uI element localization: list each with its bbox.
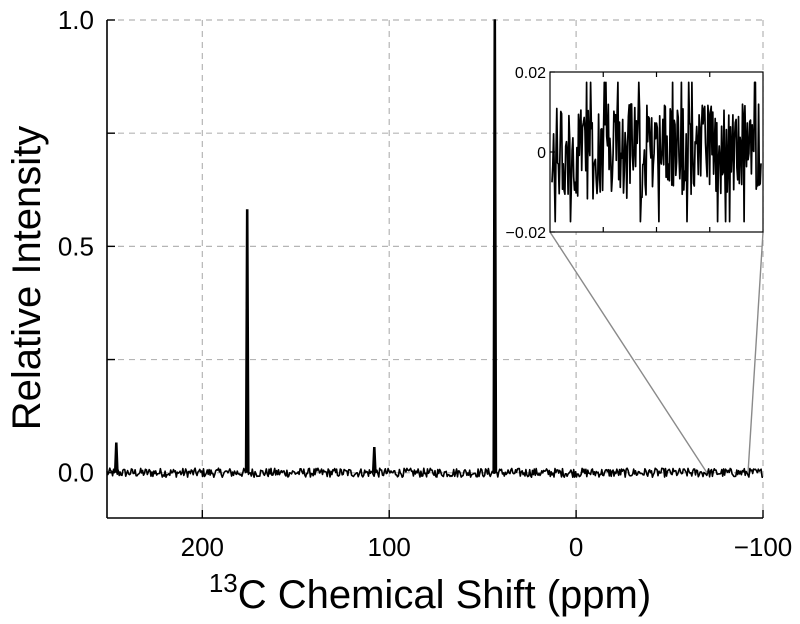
y-tick-label: 0.5 <box>58 231 94 261</box>
x-tick-label: −100 <box>734 532 793 562</box>
spectrum-peaks <box>113 19 498 473</box>
x-axis-label-text: C Chemical Shift (ppm) <box>238 573 651 617</box>
y-tick-label: 1.0 <box>58 5 94 35</box>
x-tick-label: 100 <box>368 532 411 562</box>
inset-plot: −0.02 0 0.02 <box>506 65 764 242</box>
inset-y-tick-label: 0.02 <box>515 65 546 82</box>
y-axis-label: Relative Intensity <box>5 126 49 431</box>
spectrum-peak <box>113 442 119 473</box>
spectrum-peak <box>492 19 498 473</box>
x-axis-label: 13C Chemical Shift (ppm) <box>209 568 651 617</box>
inset-noise-line <box>551 81 762 223</box>
inset-axes: −0.02 0 0.02 <box>506 65 764 242</box>
x-tick-label: 200 <box>181 532 224 562</box>
inset-y-tick-label: 0 <box>537 145 546 162</box>
x-tick-label: 0 <box>569 532 583 562</box>
spectrum-peak <box>371 447 377 473</box>
spectrum-line <box>106 467 763 478</box>
main-axes <box>106 20 763 519</box>
x-axis-label-isotope: 13 <box>209 568 238 598</box>
inset-y-tick-label: −0.02 <box>506 225 547 242</box>
zoom-connector-lines <box>549 231 764 474</box>
y-tick-label: 0.0 <box>58 458 94 488</box>
connector-line-left <box>549 231 708 474</box>
spectrum-peak <box>244 209 250 473</box>
main-ticks: 200 100 0 −100 0.0 0.5 1.0 <box>58 5 792 562</box>
connector-line-right <box>747 231 764 473</box>
